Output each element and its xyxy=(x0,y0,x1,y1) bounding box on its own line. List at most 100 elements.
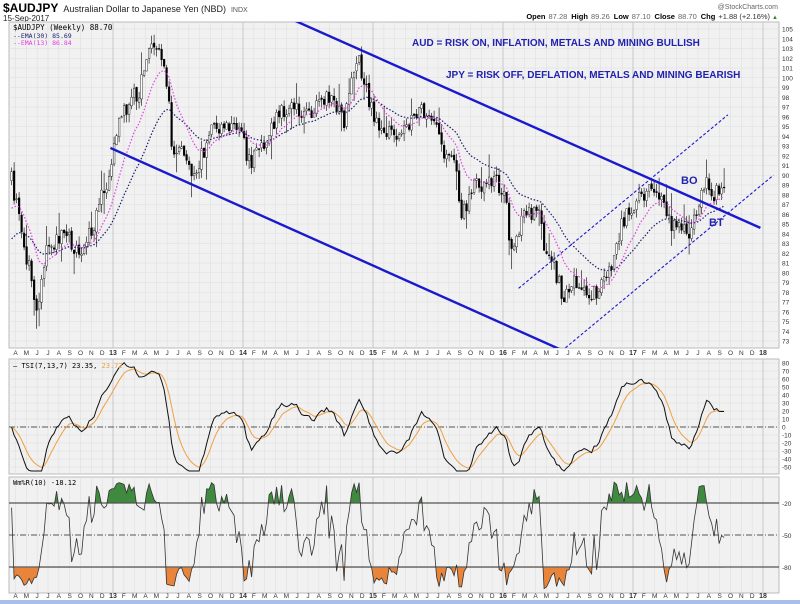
candle-body xyxy=(595,286,598,299)
candle-body xyxy=(395,135,398,140)
month-tick-label: N xyxy=(349,593,354,600)
candle-body xyxy=(200,148,203,170)
month-tick-label: N xyxy=(89,350,94,357)
candle-body xyxy=(115,135,118,145)
candle-body xyxy=(210,124,213,135)
month-tick-label: M xyxy=(674,350,679,357)
month-tick-label: N xyxy=(739,593,744,600)
year-tick-label: 16 xyxy=(499,350,507,357)
month-tick-label: O xyxy=(468,593,473,600)
candle-body xyxy=(122,105,126,116)
month-tick-label: J xyxy=(436,350,439,357)
tsi-tick-label: 80 xyxy=(782,361,790,368)
candle-body xyxy=(378,117,381,131)
candle-body xyxy=(613,255,616,270)
instrument-name: Australian Dollar to Japanese Yen (NBD) xyxy=(63,4,226,14)
month-tick-label: M xyxy=(24,593,29,600)
candle-body xyxy=(353,72,356,79)
price-tick-label: 98 xyxy=(782,95,790,102)
month-tick-label: F xyxy=(122,593,126,600)
candle-body xyxy=(588,294,591,299)
candle-body xyxy=(315,100,318,114)
candle-body xyxy=(180,146,183,149)
month-tick-label: D xyxy=(750,593,755,600)
candle-body xyxy=(695,214,698,216)
candle-body xyxy=(137,97,141,103)
candle-body xyxy=(162,59,166,67)
candle-body xyxy=(20,214,23,232)
bottom-border xyxy=(0,600,800,604)
candle-body xyxy=(318,99,321,102)
month-tick-label: D xyxy=(620,593,625,600)
candle-body xyxy=(698,205,701,215)
candle-body xyxy=(155,48,158,50)
month-tick-label: M xyxy=(284,593,289,600)
annotation-breakout: BO xyxy=(681,175,698,187)
month-tick-label: J xyxy=(686,593,689,600)
candle-body xyxy=(385,133,388,137)
candle-body xyxy=(255,147,258,151)
candle-body xyxy=(358,55,361,63)
month-tick-label: N xyxy=(479,593,484,600)
candle-body xyxy=(423,103,426,119)
candle-body xyxy=(680,223,683,231)
candle-body xyxy=(65,231,68,237)
month-tick-label: D xyxy=(100,593,105,600)
ema13-line xyxy=(11,69,725,290)
chart-date: 15-Sep-2017 xyxy=(3,14,50,23)
month-tick-label: M xyxy=(652,350,657,357)
candle-body xyxy=(112,143,116,165)
candle-body xyxy=(683,224,686,232)
candle-body xyxy=(333,95,336,101)
candle-body xyxy=(510,239,513,249)
month-tick-label: S xyxy=(327,593,332,600)
price-tick-label: 87 xyxy=(782,202,790,209)
candle-body xyxy=(30,260,33,282)
candle-body xyxy=(77,244,81,255)
candle-body xyxy=(443,145,446,159)
month-tick-label: M xyxy=(154,593,159,600)
month-tick-label: M xyxy=(414,593,419,600)
month-tick-label: N xyxy=(609,350,614,357)
tsi-panel xyxy=(8,358,780,475)
candle-body xyxy=(170,102,173,147)
candle-body xyxy=(568,288,571,293)
month-tick-label: S xyxy=(587,593,592,600)
candle-body xyxy=(555,261,558,283)
month-tick-label: A xyxy=(317,593,322,600)
candle-body xyxy=(530,208,533,220)
tsi-tick-label: 50 xyxy=(782,385,790,392)
candle-body xyxy=(270,122,273,137)
candle-body xyxy=(558,276,561,283)
price-tick-label: 84 xyxy=(782,231,790,238)
candle-body xyxy=(275,112,278,129)
month-tick-label: J xyxy=(556,350,559,357)
candle-body xyxy=(82,244,86,255)
annotation-backtest: BT xyxy=(709,217,724,229)
month-tick-label: D xyxy=(490,593,495,600)
month-tick-label: D xyxy=(230,350,235,357)
candle-body xyxy=(67,232,71,236)
candle-body xyxy=(225,122,228,130)
candle-body xyxy=(413,113,416,116)
candle-body xyxy=(508,202,511,241)
candle-body xyxy=(165,67,168,87)
candle-body xyxy=(97,204,101,212)
month-tick-label: A xyxy=(143,350,148,357)
price-tick-label: 93 xyxy=(782,144,790,151)
month-tick-label: A xyxy=(707,593,712,600)
candle-body xyxy=(330,95,333,103)
candle-body xyxy=(245,137,248,161)
candle-body xyxy=(283,106,286,117)
legend-ema30: --EMA(30) 85.69 xyxy=(13,32,72,40)
chg-value: +1.88 (+2.16%) xyxy=(718,12,770,21)
candle-body xyxy=(583,286,586,291)
month-tick-label: M xyxy=(544,593,549,600)
tsi-signal-line xyxy=(11,368,725,469)
open-value: 87.28 xyxy=(549,12,568,21)
candle-body xyxy=(340,104,343,112)
candle-body xyxy=(120,116,123,118)
month-tick-label: M xyxy=(392,350,397,357)
tsi-legend-text: TSI(7,13,7) 23.35, xyxy=(21,362,97,370)
